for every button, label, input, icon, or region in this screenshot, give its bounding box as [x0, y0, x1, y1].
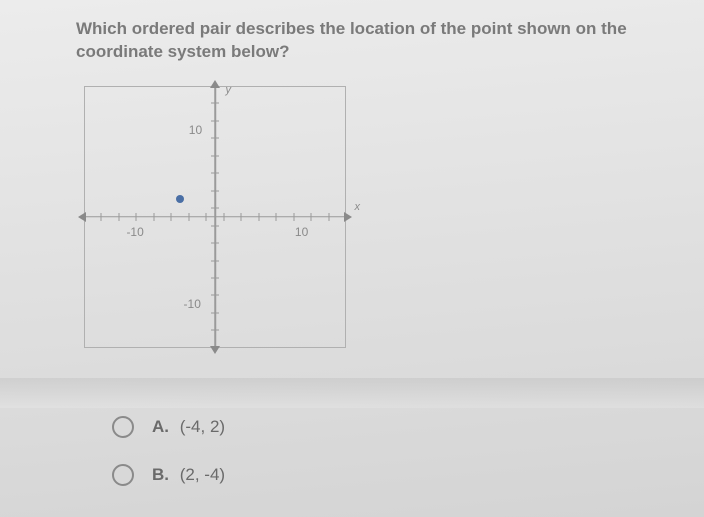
option-value: (2, -4)	[180, 465, 225, 484]
arrow-right-icon	[344, 212, 352, 222]
y-tick	[211, 243, 219, 244]
x-tick	[101, 213, 102, 221]
x-tick	[188, 213, 189, 221]
option-b[interactable]: B. (2, -4)	[104, 464, 704, 486]
y-tick	[211, 138, 219, 139]
y-tick	[211, 173, 219, 174]
y-tick	[211, 190, 219, 191]
option-label: B. (2, -4)	[152, 465, 225, 485]
y-tick	[211, 103, 219, 104]
y-tick	[211, 225, 219, 226]
x-tick-label-neg10: -10	[126, 225, 143, 239]
radio-icon[interactable]	[112, 464, 134, 486]
y-tick	[211, 260, 219, 261]
arrow-down-icon	[210, 346, 220, 354]
x-tick	[276, 213, 277, 221]
y-tick	[211, 208, 219, 209]
x-tick	[136, 213, 137, 221]
y-tick	[211, 120, 219, 121]
y-tick	[211, 295, 219, 296]
y-tick-label-neg10: -10	[184, 297, 201, 311]
arrow-left-icon	[78, 212, 86, 222]
section-divider	[0, 378, 704, 408]
y-tick	[211, 312, 219, 313]
radio-icon[interactable]	[112, 416, 134, 438]
option-value: (-4, 2)	[180, 417, 225, 436]
x-tick-label-pos10: 10	[295, 225, 308, 239]
y-axis	[214, 86, 216, 348]
coordinate-graph: -10 10 10 -10 y x	[84, 86, 346, 348]
arrow-up-icon	[210, 80, 220, 88]
y-tick	[211, 278, 219, 279]
x-tick	[171, 213, 172, 221]
option-a[interactable]: A. (-4, 2)	[104, 416, 704, 438]
answer-options: A. (-4, 2) B. (2, -4)	[76, 408, 704, 486]
worksheet-page: Which ordered pair describes the locatio…	[0, 0, 704, 517]
x-tick	[223, 213, 224, 221]
y-tick	[211, 155, 219, 156]
x-axis-label: x	[355, 201, 361, 213]
x-tick	[293, 213, 294, 221]
x-tick	[241, 213, 242, 221]
plotted-point	[176, 195, 184, 203]
option-label: A. (-4, 2)	[152, 417, 225, 437]
x-tick	[311, 213, 312, 221]
question-text: Which ordered pair describes the locatio…	[76, 18, 636, 64]
x-tick	[153, 213, 154, 221]
x-tick	[258, 213, 259, 221]
y-tick	[211, 330, 219, 331]
option-letter: B.	[152, 465, 169, 484]
x-tick	[206, 213, 207, 221]
x-tick	[118, 213, 119, 221]
y-tick-label-pos10: 10	[189, 123, 202, 137]
x-tick	[328, 213, 329, 221]
option-letter: A.	[152, 417, 169, 436]
y-axis-label: y	[225, 84, 231, 96]
